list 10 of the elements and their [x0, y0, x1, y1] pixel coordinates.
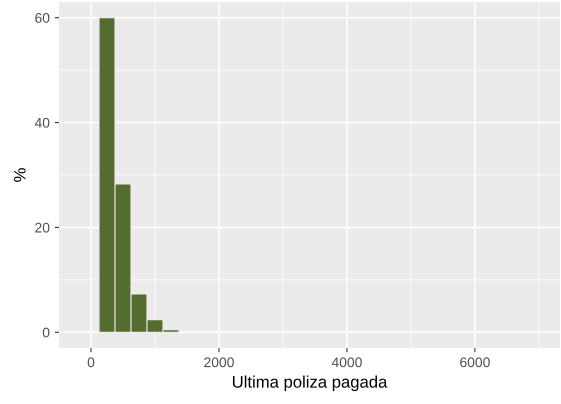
x-tick-label: 6000: [460, 357, 490, 368]
y-tick-label: 40: [34, 118, 50, 128]
y-tick-label: 20: [35, 222, 50, 233]
y-axis-title: %: [14, 168, 26, 182]
y-tick-label: 0: [42, 328, 50, 338]
x-tick-label: 2000: [204, 357, 234, 368]
y-tick-label: 60: [35, 13, 50, 23]
x-axis-title: Ultima poliza pagada: [232, 376, 388, 392]
x-tick-label: 4000: [332, 357, 362, 368]
x-tick-label: 0: [88, 357, 94, 368]
